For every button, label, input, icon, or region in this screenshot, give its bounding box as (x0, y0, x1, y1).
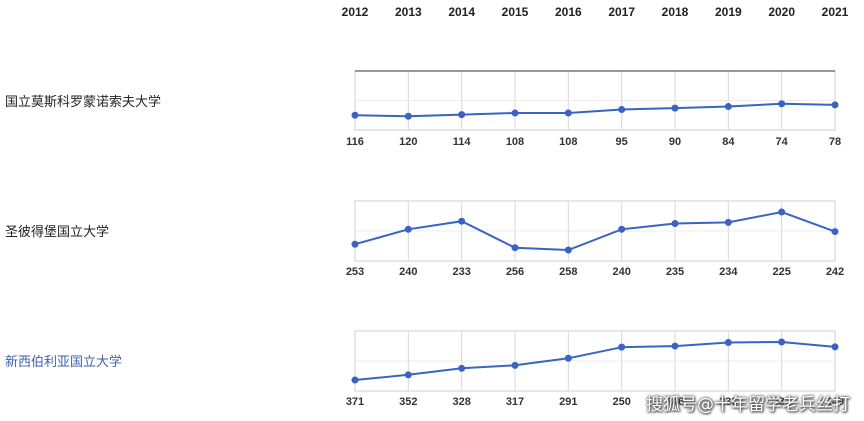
watermark-text: 搜狐号@十年留学老兵丝打 (646, 395, 850, 415)
rank-label-1-2021: 78 (829, 136, 841, 148)
rank-label-1-2017: 95 (616, 136, 628, 148)
rank-label-1-2018: 90 (669, 136, 681, 148)
data-point-3-2020 (778, 338, 786, 346)
rank-label-1-2020: 74 (776, 136, 789, 148)
rank-label-1-2013: 120 (399, 136, 417, 148)
rank-label-1-2016: 108 (559, 136, 577, 148)
data-point-3-2015 (511, 361, 519, 369)
rank-label-2-2012: 253 (346, 266, 364, 278)
rank-label-1-2019: 84 (722, 136, 735, 148)
rank-label-3-2018: 246 (666, 396, 684, 408)
data-point-2-2014 (458, 217, 466, 225)
rank-label-2-2013: 240 (399, 266, 417, 278)
data-point-1-2015 (511, 109, 519, 117)
series-line-1 (354, 102, 836, 118)
series-line-2 (354, 210, 836, 252)
university-label-3: 新西伯利亚国立大学 (5, 354, 122, 369)
rank-label-2-2021: 242 (826, 266, 844, 278)
data-point-2-2019 (724, 218, 732, 226)
data-point-3-2019 (724, 339, 732, 347)
data-point-1-2020 (778, 100, 786, 108)
data-point-3-2014 (458, 364, 466, 372)
rank-label-3-2015: 317 (506, 396, 524, 408)
panel-2: 圣彼得堡国立大学 253 240 233 256 258 240 235 234 225 242 (5, 200, 844, 278)
data-point-1-2016 (564, 109, 572, 117)
rank-label-3-2013: 352 (399, 396, 417, 408)
university-label-1: 国立莫斯科罗蒙诺索夫大学 (5, 94, 161, 109)
rank-label-3-2020: 231 (772, 396, 790, 408)
data-point-2-2017 (618, 225, 626, 233)
chart-panels: 国立莫斯科罗蒙诺索夫大学 116 120 114 108 108 95 90 84 74 78 圣彼得… (5, 70, 844, 408)
year-axis: 2012 2013 2014 2015 2016 2017 2018 2019 2020 2021 (342, 5, 849, 19)
year-label-2017: 2017 (608, 5, 635, 19)
panel-3: 新西伯利亚国立大学 371 352 328 317 291 250 246 233 231 249 (5, 330, 844, 408)
data-point-2-2018 (671, 220, 679, 228)
year-label-2021: 2021 (822, 5, 849, 19)
data-point-2-2016 (564, 246, 572, 254)
university-label-2: 圣彼得堡国立大学 (5, 224, 109, 239)
rank-label-3-2021: 249 (826, 396, 844, 408)
data-point-3-2017 (618, 343, 626, 351)
data-point-2-2020 (778, 208, 786, 216)
panel-1: 国立莫斯科罗蒙诺索夫大学 116 120 114 108 108 95 90 84 74 78 (5, 70, 841, 148)
year-label-2013: 2013 (395, 5, 422, 19)
rank-label-3-2019: 233 (719, 396, 737, 408)
data-point-2-2012 (351, 240, 359, 248)
data-point-3-2012 (351, 376, 359, 384)
rank-label-2-2019: 234 (719, 266, 738, 278)
data-point-2-2015 (511, 244, 519, 252)
data-point-1-2019 (724, 102, 732, 110)
rank-label-2-2015: 256 (506, 266, 524, 278)
data-point-3-2016 (564, 354, 572, 362)
data-point-1-2012 (351, 111, 359, 119)
rank-label-2-2017: 240 (612, 266, 630, 278)
year-label-2020: 2020 (768, 5, 795, 19)
rank-label-2-2020: 225 (772, 266, 790, 278)
rank-label-1-2014: 114 (453, 136, 472, 148)
data-point-3-2018 (671, 342, 679, 350)
data-point-3-2013 (404, 371, 412, 379)
rank-label-2-2014: 233 (452, 266, 470, 278)
year-label-2012: 2012 (342, 5, 369, 19)
rank-label-2-2018: 235 (666, 266, 684, 278)
series-line-3 (354, 340, 836, 381)
rank-label-3-2017: 250 (612, 396, 630, 408)
data-point-1-2017 (618, 105, 626, 113)
rank-label-3-2016: 291 (559, 396, 577, 408)
data-point-1-2021 (831, 101, 839, 109)
data-point-1-2014 (458, 111, 466, 119)
data-point-3-2021 (831, 343, 839, 351)
rank-label-3-2012: 371 (346, 396, 364, 408)
rank-label-2-2016: 258 (559, 266, 577, 278)
year-label-2016: 2016 (555, 5, 582, 19)
rank-label-1-2015: 108 (506, 136, 524, 148)
data-point-1-2013 (404, 112, 412, 120)
data-point-2-2021 (831, 228, 839, 236)
data-point-2-2013 (404, 225, 412, 233)
year-label-2014: 2014 (448, 5, 475, 19)
year-label-2018: 2018 (662, 5, 689, 19)
data-point-1-2018 (671, 104, 679, 112)
year-label-2015: 2015 (502, 5, 529, 19)
year-label-2019: 2019 (715, 5, 742, 19)
rank-label-3-2014: 328 (452, 396, 470, 408)
rank-label-1-2012: 116 (346, 136, 364, 148)
